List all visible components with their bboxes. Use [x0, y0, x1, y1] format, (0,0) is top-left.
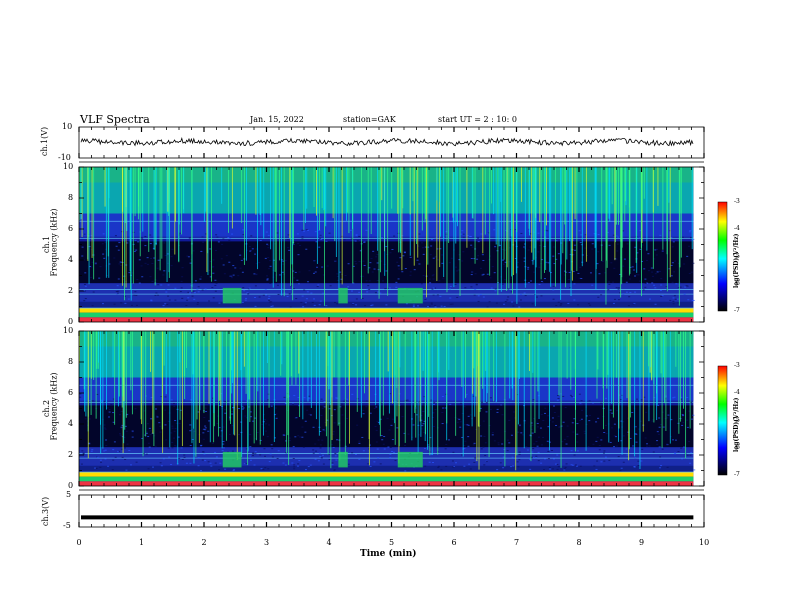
ch1-spec-ytick: 10	[63, 162, 73, 171]
x-tick-label: 2	[202, 538, 207, 547]
x-tick-label: 3	[264, 538, 269, 547]
start-time-label: start UT = 2 : 10: 0	[438, 115, 517, 124]
ch2-spec-ytick: 2	[68, 450, 73, 459]
x-tick-label: 1	[139, 538, 144, 547]
ch2-spec-ytick: 4	[68, 419, 73, 428]
colorbar-ch2-tick: -7	[734, 471, 740, 478]
ch1-spectrogram	[79, 167, 704, 322]
ch3-wave-ylabel: ch.3(V)	[41, 497, 50, 526]
ch1-spec-ytick: 4	[68, 255, 73, 264]
ch1-wave-ytick-top: 10	[62, 122, 72, 131]
x-tick-label: 5	[389, 538, 394, 547]
ch2-spec-ytick: 0	[68, 481, 73, 490]
ch3-wave-ytick-bottom: -5	[63, 521, 71, 530]
x-tick-label: 4	[327, 538, 332, 547]
colorbar-ch2-tick: -3	[734, 362, 740, 369]
ch3-wave-ytick-top: 5	[66, 490, 71, 499]
ch2-spec-ytick: 6	[68, 388, 73, 397]
x-tick-label: 8	[577, 538, 582, 547]
x-tick-label: 9	[639, 538, 644, 547]
ch1-wave-ylabel: ch.1(V)	[40, 127, 49, 156]
ch1-spec-ytick: 8	[68, 193, 73, 202]
ch1-waveform	[81, 138, 693, 145]
colorbar-ch1-tick: -4	[734, 225, 740, 232]
ch1-spec-ytick: 0	[68, 317, 73, 326]
ch2-spec-ylabel-freq: Frequency (kHz)	[50, 372, 59, 440]
figure-title: VLF Spectra	[80, 113, 150, 126]
colorbar-ch1-tick: -3	[734, 198, 740, 205]
ch1-wave-ytick-bottom: -10	[58, 153, 71, 162]
date-label: Jan. 15, 2022	[250, 115, 304, 124]
colorbar-ch2-tick: -4	[734, 389, 740, 396]
colorbar-ch1-tick: -7	[734, 307, 740, 314]
colorbar-ch2-label: log(PSD)(V²/Hz)	[733, 398, 740, 452]
ch1-spec-ytick: 6	[68, 224, 73, 233]
ch2-spec-ytick: 8	[68, 357, 73, 366]
ch1-spec-ytick: 2	[68, 286, 73, 295]
colorbar-ch1	[718, 202, 727, 311]
ch1-spec-ylabel-freq: Frequency (kHz)	[50, 208, 59, 276]
x-tick-label: 10	[699, 538, 709, 547]
ch2-spectrogram	[79, 331, 704, 486]
x-tick-label: 6	[452, 538, 457, 547]
ch2-spec-ytick: 10	[63, 326, 73, 335]
station-label: station=GAK	[343, 115, 396, 124]
x-tick-label: 7	[514, 538, 519, 547]
x-tick-label: 0	[77, 538, 82, 547]
colorbar-ch2	[718, 366, 727, 475]
colorbar-ch1-label: log(PSD)(V²/Hz)	[733, 234, 740, 288]
x-axis-label: Time (min)	[360, 549, 417, 559]
